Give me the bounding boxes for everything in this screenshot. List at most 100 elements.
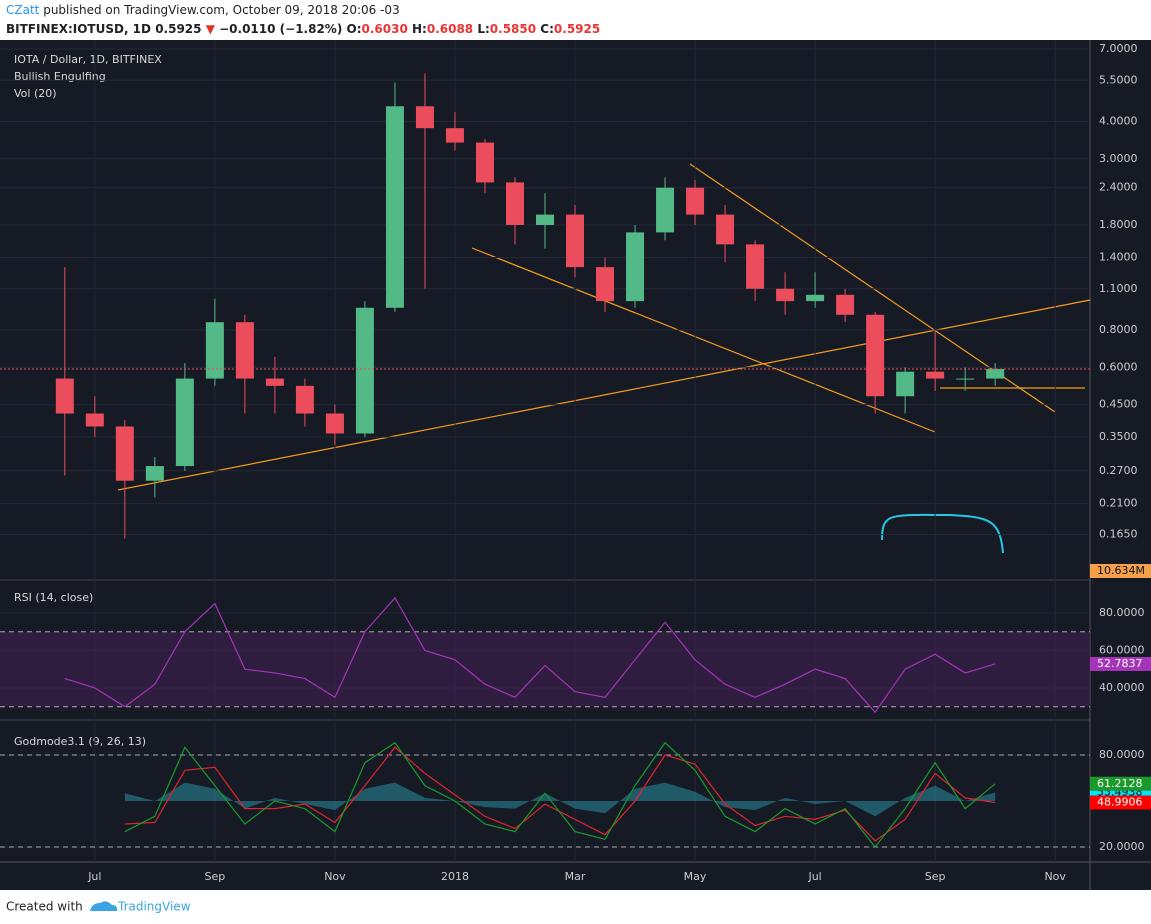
arrow: ▼ bbox=[205, 22, 215, 36]
candle-body bbox=[205, 322, 224, 379]
x-tick-label: Mar bbox=[565, 870, 586, 883]
pane-title: Godmode3.1 (9, 26, 13) bbox=[14, 735, 146, 748]
y-tick-label: 60.0000 bbox=[1099, 643, 1145, 656]
x-tick-label: Nov bbox=[324, 870, 346, 883]
ohlc-value: 0.6088 bbox=[426, 22, 474, 36]
candle-body bbox=[415, 106, 434, 129]
candle-body bbox=[385, 106, 404, 308]
x-tick-label: Sep bbox=[205, 870, 226, 883]
x-tick-label: Jul bbox=[807, 870, 821, 883]
line bbox=[64, 596, 996, 714]
y-tick-label: 7.0000 bbox=[1099, 42, 1138, 55]
candle-body bbox=[806, 294, 825, 302]
y-tick-label: 20.0000 bbox=[1099, 840, 1145, 853]
candle-body bbox=[866, 314, 885, 397]
candle-body bbox=[686, 187, 705, 215]
candle-body bbox=[716, 214, 735, 245]
pane-title: RSI (14, close) bbox=[14, 591, 93, 604]
candle-body bbox=[626, 232, 645, 302]
candle-body bbox=[596, 267, 615, 302]
ohlc-label: O: bbox=[346, 22, 362, 36]
ohlc-label: C: bbox=[540, 22, 554, 36]
candle-body bbox=[836, 294, 855, 315]
value-label: 52.7837 bbox=[1097, 657, 1143, 670]
change: −0.0110 (−1.82%) bbox=[219, 22, 343, 36]
y-tick-label: 4.0000 bbox=[1099, 115, 1138, 128]
y-tick-label: 0.8000 bbox=[1099, 323, 1138, 336]
value-badge bbox=[1090, 795, 1151, 810]
drawings bbox=[117, 163, 1091, 554]
y-tick-label: 2.4000 bbox=[1099, 181, 1138, 194]
value-badge bbox=[1090, 656, 1151, 671]
y-tick-label: 3.0000 bbox=[1099, 152, 1138, 165]
y-tick-label: 0.6000 bbox=[1099, 360, 1138, 373]
annotation: Bullish Engulfing bbox=[14, 70, 106, 83]
pane-title: IOTA / Dollar, 1D, BITFINEX bbox=[14, 53, 162, 66]
candle-body bbox=[536, 214, 554, 225]
publish-line: CZatt published on TradingView.com, Octo… bbox=[6, 3, 400, 17]
y-tick-label: 0.3500 bbox=[1099, 430, 1138, 443]
candle-body bbox=[956, 378, 975, 380]
candle-body bbox=[355, 307, 374, 434]
candle-body bbox=[325, 413, 344, 434]
volume-label: 10.634M bbox=[1097, 564, 1145, 577]
annotation: Vol (20) bbox=[14, 87, 57, 100]
trendline bbox=[117, 299, 1091, 491]
ohlc-value: 0.5850 bbox=[489, 22, 537, 36]
y-tick-label: 1.1000 bbox=[1099, 282, 1138, 295]
ohlc: O:0.6030 H:0.6088 L:0.5850 C:0.5925 bbox=[347, 22, 601, 36]
y-tick-label: 0.4500 bbox=[1099, 398, 1138, 411]
candle-body bbox=[115, 426, 134, 481]
freehand bbox=[881, 513, 1004, 554]
trendline bbox=[471, 247, 936, 433]
x-tick-label: May bbox=[684, 870, 707, 883]
published: published on TradingView.com, October 09… bbox=[43, 3, 400, 17]
candle-body bbox=[295, 385, 314, 414]
candle-body bbox=[926, 371, 945, 379]
x-tick-label: Jul bbox=[87, 870, 101, 883]
candle-body bbox=[746, 244, 765, 289]
footer-brand[interactable]: TradingView bbox=[117, 900, 191, 914]
x-tick-label: Nov bbox=[1044, 870, 1066, 883]
candle-body bbox=[505, 182, 524, 225]
symbol-line: BITFINEX:IOTUSD, 1D 0.5925 ▼ −0.0110 (−1… bbox=[6, 22, 600, 36]
candle-body bbox=[85, 413, 104, 427]
y-tick-label: 5.5000 bbox=[1099, 73, 1138, 86]
last: 0.5925 bbox=[155, 22, 202, 36]
footer-text: Created with bbox=[6, 900, 83, 914]
y-tick-label: 1.4000 bbox=[1099, 251, 1138, 264]
candle-body bbox=[656, 187, 675, 233]
logo bbox=[90, 901, 118, 911]
candle-body bbox=[445, 128, 464, 143]
symbol: BITFINEX:IOTUSD, 1D bbox=[6, 22, 151, 36]
line bbox=[124, 741, 996, 848]
candle-body bbox=[235, 322, 254, 379]
candle-body bbox=[986, 368, 1005, 379]
candle-body bbox=[265, 378, 284, 386]
y-tick-label: 80.0000 bbox=[1099, 748, 1145, 761]
candle-body bbox=[475, 142, 494, 183]
y-tick-label: 40.0000 bbox=[1099, 681, 1145, 694]
y-tick-label: 1.8000 bbox=[1099, 218, 1138, 231]
ohlc-label: L: bbox=[477, 22, 490, 36]
y-tick-label: 80.0000 bbox=[1099, 606, 1145, 619]
y-tick-label: 0.2100 bbox=[1099, 496, 1138, 509]
candle-body bbox=[776, 288, 795, 302]
candle-body bbox=[175, 378, 194, 467]
candle-body bbox=[55, 378, 74, 414]
rsi-band bbox=[0, 631, 1090, 707]
value-badge bbox=[1090, 776, 1151, 791]
ohlc-value: 0.5925 bbox=[553, 22, 601, 36]
y-tick-label: 0.2700 bbox=[1099, 464, 1138, 477]
value-label: 61.2128 bbox=[1097, 777, 1143, 790]
value-label: 48.9906 bbox=[1097, 796, 1143, 809]
candle-body bbox=[896, 371, 915, 397]
candle-body bbox=[145, 466, 164, 481]
x-tick-label: Sep bbox=[925, 870, 946, 883]
ohlc-label: H: bbox=[412, 22, 427, 36]
volume-badge bbox=[1090, 564, 1151, 578]
ohlc-value: 0.6030 bbox=[361, 22, 408, 36]
author[interactable]: CZatt bbox=[6, 3, 40, 17]
